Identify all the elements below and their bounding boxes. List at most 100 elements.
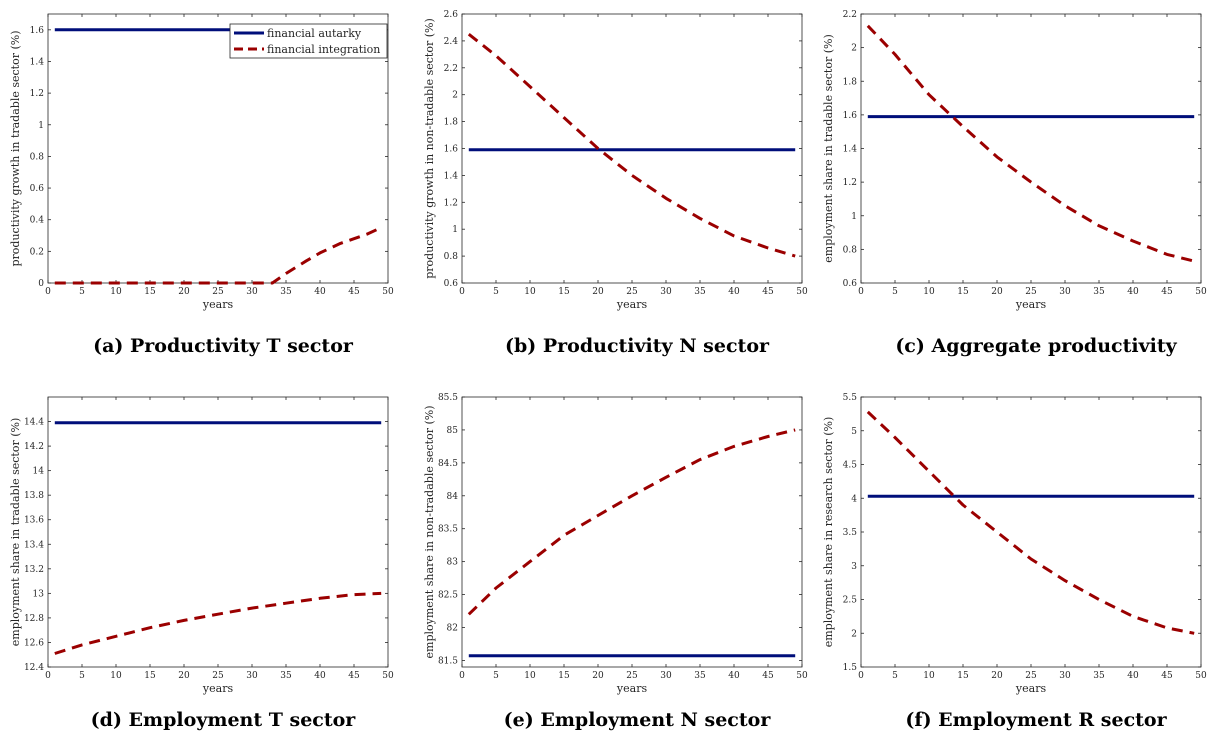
y-tick-label: 83 [447, 558, 459, 568]
x-tick-label: 45 [1161, 671, 1173, 681]
panel-caption: (c) Aggregate productivity [895, 335, 1177, 357]
y-tick-label: 0.8 [30, 152, 45, 162]
x-tick-label: 35 [280, 287, 292, 297]
x-tick-label: 50 [382, 671, 394, 681]
y-tick-label: 2.2 [444, 64, 458, 74]
y-tick-label: 5.5 [843, 393, 858, 403]
x-tick-label: 15 [957, 287, 969, 297]
y-tick-label: 2.2 [843, 10, 857, 20]
x-tick-label: 10 [923, 287, 935, 297]
x-tick-label: 15 [144, 287, 156, 297]
x-tick-label: 5 [892, 287, 898, 297]
y-tick-label: 1 [38, 121, 44, 131]
x-tick-label: 45 [762, 671, 774, 681]
y-tick-label: 2.4 [444, 37, 459, 47]
x-axis-label: years [202, 682, 234, 695]
x-tick-label: 0 [45, 671, 51, 681]
x-axis-label: years [202, 298, 234, 311]
y-tick-label: 1.5 [843, 663, 858, 673]
x-tick-label: 40 [1127, 671, 1139, 681]
y-tick-label: 1.6 [30, 26, 45, 36]
y-tick-label: 0.6 [843, 279, 858, 289]
y-tick-label: 83.5 [438, 525, 458, 535]
x-axis-label: years [1015, 298, 1047, 311]
y-tick-label: 82.5 [438, 591, 458, 601]
series-line-financial-integration [866, 24, 1195, 263]
y-axis-label: employment share in tradable sector (%) [9, 418, 22, 646]
x-axis-label: years [1015, 682, 1047, 695]
x-tick-label: 15 [558, 671, 570, 681]
x-tick-label: 45 [762, 287, 774, 297]
panel-caption: (e) Employment N sector [504, 709, 772, 731]
y-tick-label: 1.4 [843, 145, 858, 155]
x-tick-label: 40 [1127, 287, 1139, 297]
x-tick-label: 10 [524, 671, 536, 681]
y-tick-label: 0.2 [30, 247, 44, 257]
plot-area [860, 396, 1202, 668]
chart-panel-6: 0 5 10 15 20 25 30 35 40 45 50 1.5 2 2.5 3 3.5 4 4.5 5 5.5 y… [822, 393, 1207, 731]
x-tick-label: 10 [923, 671, 935, 681]
x-tick-label: 30 [660, 287, 672, 297]
y-tick-label: 1 [452, 225, 458, 235]
y-tick-label: 14.4 [24, 418, 44, 428]
y-tick-label: 1 [851, 212, 857, 222]
y-axis-label: employment share in research sector (%) [822, 417, 835, 648]
x-tick-label: 40 [314, 287, 326, 297]
y-tick-label: 1.4 [444, 171, 459, 181]
legend-box [229, 23, 388, 59]
panel-caption: (d) Employment T sector [91, 709, 357, 731]
x-tick-label: 15 [957, 671, 969, 681]
y-tick-label: 13.4 [24, 540, 44, 550]
x-tick-label: 40 [728, 671, 740, 681]
x-tick-label: 30 [1059, 287, 1071, 297]
x-tick-label: 40 [728, 287, 740, 297]
x-tick-label: 30 [660, 671, 672, 681]
x-tick-label: 0 [459, 671, 465, 681]
y-tick-label: 1.2 [30, 89, 44, 99]
x-tick-label: 40 [314, 671, 326, 681]
x-tick-label: 5 [892, 671, 898, 681]
y-tick-label: 1.8 [444, 118, 459, 128]
legend-label-integration: financial integration [267, 43, 380, 56]
y-tick-label: 84.5 [438, 459, 458, 469]
x-tick-label: 0 [45, 287, 51, 297]
y-tick-label: 1.6 [843, 111, 858, 121]
panel-caption: (b) Productivity N sector [505, 335, 770, 357]
y-tick-label: 3 [851, 562, 857, 572]
y-tick-label: 13.2 [24, 565, 44, 575]
x-tick-label: 15 [558, 287, 570, 297]
y-tick-label: 2.6 [444, 10, 459, 20]
y-tick-label: 2.5 [843, 596, 858, 606]
legend-label-autarky: financial autarky [267, 27, 362, 40]
x-tick-label: 5 [79, 287, 85, 297]
y-tick-label: 2 [452, 91, 458, 101]
y-tick-label: 81.5 [438, 656, 458, 666]
y-tick-label: 12.6 [24, 638, 44, 648]
x-tick-label: 25 [626, 287, 638, 297]
x-tick-label: 0 [459, 287, 465, 297]
x-tick-label: 50 [796, 287, 808, 297]
x-tick-label: 25 [1025, 671, 1037, 681]
y-tick-label: 5 [851, 427, 857, 437]
y-axis-label: employment share in non-tradable sector … [423, 406, 436, 659]
x-tick-label: 20 [991, 287, 1003, 297]
x-tick-label: 0 [858, 671, 864, 681]
x-tick-label: 0 [858, 287, 864, 297]
x-tick-label: 25 [626, 671, 638, 681]
chart-panel-4: 0 5 10 15 20 25 30 35 40 45 50 12.4 12.6 12.8 13 13.2 13… [9, 396, 394, 731]
y-tick-label: 0 [38, 279, 44, 289]
x-tick-label: 35 [280, 671, 292, 681]
y-tick-label: 12.8 [24, 614, 44, 624]
x-tick-label: 45 [1161, 287, 1173, 297]
plot-area [860, 13, 1202, 284]
x-tick-label: 50 [1195, 287, 1207, 297]
y-tick-label: 2 [851, 44, 857, 54]
y-tick-label: 1.4 [30, 57, 45, 67]
x-tick-label: 20 [178, 287, 190, 297]
y-tick-label: 1.2 [444, 198, 458, 208]
chart-panel-3: 0 5 10 15 20 25 30 35 40 45 50 0.6 0.8 1 1.2 1.4 1.6 1.8 2… [822, 10, 1207, 357]
series-line-financial-integration [54, 226, 382, 285]
y-tick-label: 0.8 [444, 252, 459, 262]
y-axis-label: employment share in tradable sector (%) [822, 34, 835, 262]
x-tick-label: 20 [991, 671, 1003, 681]
